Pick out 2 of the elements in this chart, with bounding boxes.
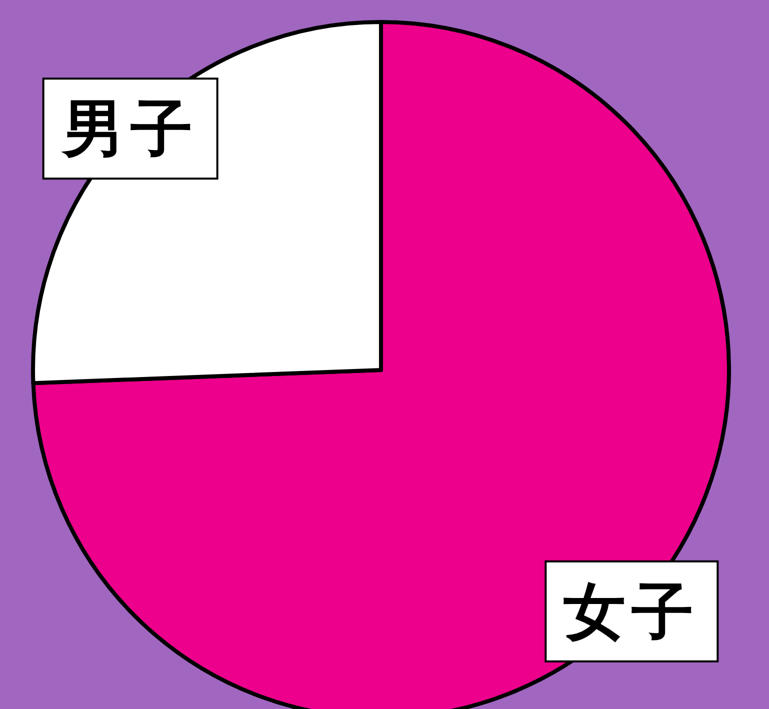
slice-label: 女子 bbox=[564, 574, 700, 648]
slice-label: 男子 bbox=[60, 92, 198, 166]
